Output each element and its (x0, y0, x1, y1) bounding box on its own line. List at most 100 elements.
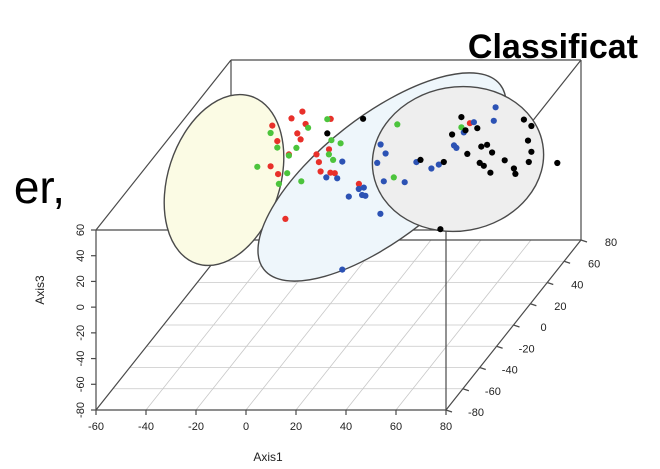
point-red-0 (269, 122, 276, 129)
point-green-10 (325, 151, 332, 158)
point-black-18 (512, 170, 519, 177)
z-tick-label-5: 20 (554, 301, 566, 313)
point-blue-6 (374, 159, 381, 166)
point-black-19 (554, 159, 561, 167)
point-blue-22 (435, 161, 442, 168)
point-green-15 (390, 174, 397, 181)
point-blue-11 (380, 178, 387, 185)
point-black-23 (458, 114, 465, 121)
point-black-15 (528, 148, 535, 155)
point-black-17 (510, 165, 517, 172)
z-tick-mark-0 (445, 409, 453, 413)
box-edge-10 (95, 239, 232, 411)
overlay-text-fragment: er, (14, 161, 65, 213)
cluster-ellipses (163, 72, 545, 282)
point-green-5 (337, 140, 344, 147)
point-black-10 (478, 143, 485, 150)
z-tick-label-3: -20 (519, 343, 535, 355)
overlay-title-fragment: Classificat (468, 28, 638, 66)
point-blue-18 (377, 210, 384, 217)
point-black-1 (324, 130, 331, 137)
point-red-6 (274, 138, 281, 145)
point-green-1 (305, 124, 312, 131)
x-axis-title: Axis1 (253, 450, 283, 464)
point-red-1 (288, 115, 295, 122)
point-red-11 (275, 171, 282, 178)
x-tick-label-2: -20 (188, 421, 204, 433)
point-red-7 (297, 136, 304, 143)
tick-labels: -60 -40 -20 0 20 40 60 80-80-60-40-200204060-80… (75, 224, 617, 433)
x-tick-label-0: -60 (88, 421, 104, 433)
point-blue-2 (428, 165, 435, 172)
y-axis-title: Axis3 (33, 275, 47, 305)
z-tick-label-6: 40 (571, 280, 583, 292)
point-blue-20 (490, 117, 497, 124)
point-red-18 (355, 180, 362, 187)
point-green-3 (293, 144, 300, 151)
z-tick-mark-8 (580, 239, 588, 243)
y-tick-label-7: 60 (75, 224, 87, 236)
point-black-20 (501, 157, 508, 164)
x-tick-label-3: 0 (243, 421, 249, 433)
point-blue-19 (492, 104, 499, 111)
y-tick-label-4: 0 (75, 304, 87, 310)
point-black-9 (528, 122, 535, 130)
point-green-9 (284, 170, 291, 177)
z-tick-label-1: -60 (485, 386, 501, 398)
y-tick-label-1: -60 (75, 376, 87, 392)
point-black-22 (437, 226, 444, 233)
z-tick-mark-7 (563, 260, 571, 264)
point-green-4 (285, 152, 292, 159)
point-blue-12 (323, 174, 330, 181)
point-red-17 (327, 169, 334, 176)
point-black-16 (525, 158, 532, 166)
x-tick-label-1: -40 (138, 421, 154, 433)
ellipse-red-green-cluster (163, 93, 285, 267)
z-tick-label-2: -40 (502, 365, 518, 377)
point-black-2 (417, 156, 424, 163)
data-points (254, 104, 561, 273)
point-blue-13 (334, 175, 341, 182)
point-red-13 (317, 168, 324, 175)
point-blue-1 (470, 119, 477, 126)
z-tick-label-8: 80 (605, 237, 617, 249)
point-red-9 (315, 159, 322, 166)
y-tick-label-6: 40 (75, 250, 87, 262)
point-blue-16 (359, 191, 366, 199)
point-blue-17 (401, 179, 408, 186)
box-edge-8 (95, 59, 232, 231)
point-blue-8 (453, 144, 460, 151)
x-tick-label-5: 40 (340, 421, 352, 433)
point-blue-3 (339, 158, 346, 165)
point-red-15 (325, 146, 333, 153)
point-green-2 (267, 129, 274, 137)
point-black-7 (520, 116, 528, 123)
point-black-3 (440, 158, 447, 166)
x-tick-label-4: 20 (290, 421, 302, 433)
point-red-2 (299, 108, 306, 115)
z-tick-mark-6 (547, 281, 554, 286)
point-green-7 (330, 156, 337, 163)
point-green-6 (274, 144, 281, 151)
point-blue-14 (345, 193, 352, 200)
point-black-6 (462, 127, 469, 134)
x-tick-label-7: 80 (440, 421, 452, 433)
y-tick-label-5: 20 (75, 275, 87, 287)
point-red-19 (282, 215, 289, 222)
point-green-0 (324, 116, 331, 123)
point-green-13 (328, 137, 335, 144)
point-black-0 (360, 115, 367, 122)
point-blue-23 (339, 266, 346, 273)
point-green-8 (254, 163, 261, 170)
z-tick-label-7: 60 (588, 258, 600, 270)
z-tick-label-0: -80 (468, 407, 484, 419)
point-red-4 (294, 130, 301, 137)
point-red-10 (267, 163, 274, 170)
x-tick-label-6: 60 (390, 421, 402, 433)
z-tick-mark-1 (462, 388, 470, 392)
point-blue-15 (355, 185, 362, 193)
z-tick-mark-4 (513, 324, 520, 328)
point-blue-5 (382, 150, 389, 157)
point-green-12 (275, 180, 282, 187)
